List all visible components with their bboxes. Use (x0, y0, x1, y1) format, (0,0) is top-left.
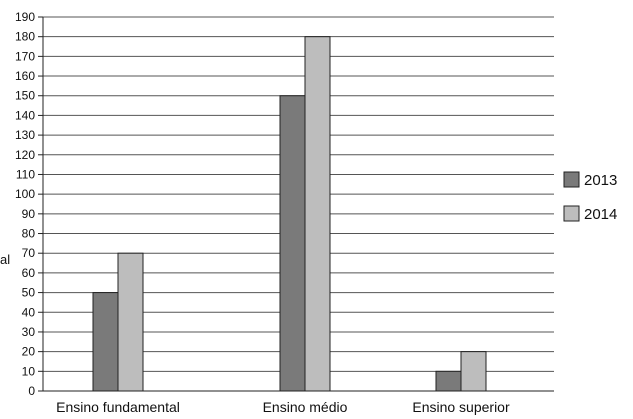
y-tick-label-50: 50 (22, 286, 36, 300)
legend-label-2014: 2014 (584, 206, 617, 223)
bars (92, 36, 487, 392)
y-tick-label-70: 70 (22, 246, 36, 260)
x-category-label-0: Ensino fundamental (56, 399, 180, 415)
y-axis-ticks: 0 10 20 30 40 50 60 70 80 90 100 110 120 130 140 150 160… (15, 10, 43, 398)
bar-2014-2 (460, 351, 487, 392)
y-tick-label-130: 130 (15, 128, 35, 142)
y-tick-label-150: 150 (15, 89, 35, 103)
y-tick-label-190: 190 (15, 10, 35, 24)
y-tick-label-40: 40 (22, 305, 36, 319)
y-tick-label-30: 30 (22, 325, 36, 339)
legend-swatch-2014 (563, 205, 580, 222)
y-tick-label-20: 20 (22, 345, 36, 359)
bar-2014-0 (117, 252, 144, 392)
x-axis-labels: Ensino fundamental Ensino médio Ensino sup… (56, 399, 510, 415)
y-tick-label-80: 80 (22, 227, 36, 241)
y-tick-label-160: 160 (15, 69, 35, 83)
legend: 2013 2014 (563, 171, 617, 223)
y-tick-label-0: 0 (28, 384, 35, 398)
y-tick-label-170: 170 (15, 49, 35, 63)
y-tick-label-10: 10 (22, 364, 36, 378)
y-tick-label-90: 90 (22, 207, 36, 221)
y-tick-label-140: 140 (15, 108, 35, 122)
y-tick-label-110: 110 (16, 167, 35, 181)
y-tick-label-60: 60 (22, 266, 36, 280)
bar-2013-1 (279, 95, 306, 392)
bar-2014-1 (304, 36, 331, 392)
y-tick-label-100: 100 (15, 187, 35, 201)
bar-2013-0 (92, 292, 119, 392)
bar-2013-2 (435, 370, 462, 392)
x-category-label-2: Ensino superior (412, 399, 510, 415)
y-tick-label-120: 120 (15, 148, 35, 162)
x-category-label-1: Ensino médio (263, 399, 348, 415)
y-tick-label-180: 180 (15, 30, 35, 44)
legend-label-2013: 2013 (584, 172, 617, 189)
legend-swatch-2013 (563, 171, 580, 188)
y-axis-label-fragment: al (0, 252, 10, 267)
